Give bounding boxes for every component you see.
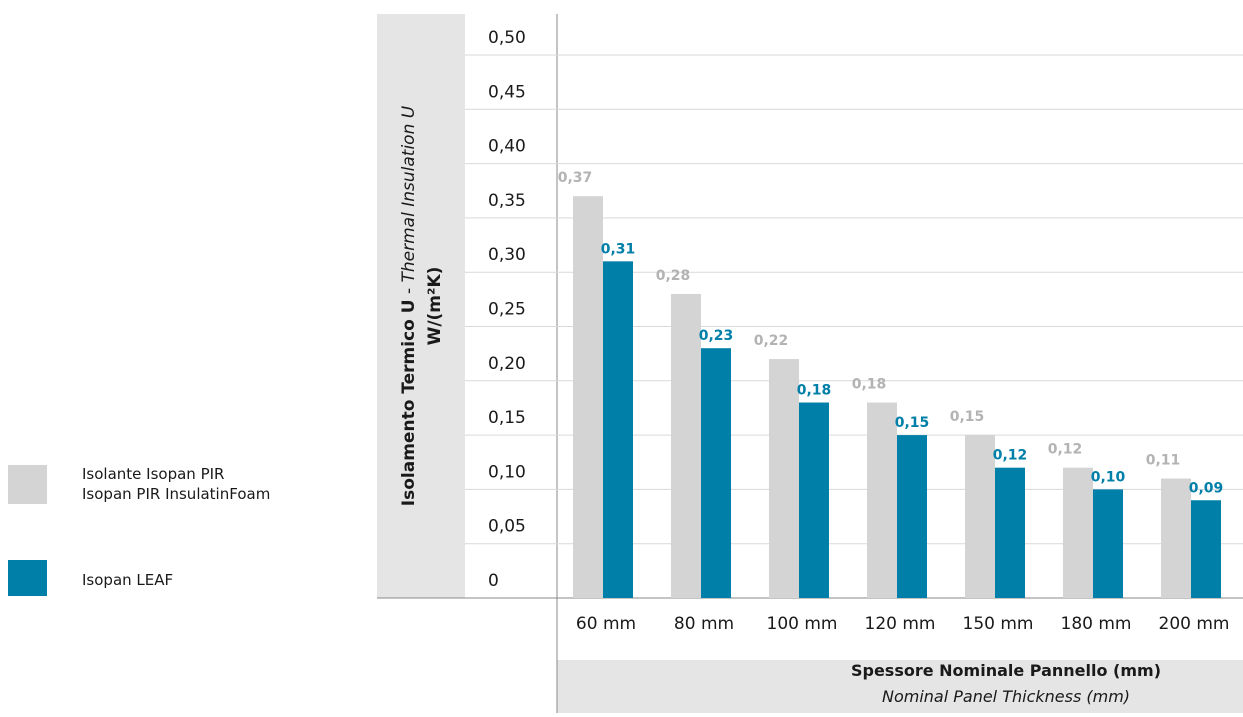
- x-tick-label: 180 mm: [1061, 614, 1132, 634]
- bar-pir: [1161, 479, 1191, 598]
- y-tick-labels: 0 0,05 0,10 0,15 0,20 0,25 0,30 0,35 0,40 0,45 0,5…: [488, 28, 526, 591]
- y-tick-label: 0,40: [488, 137, 526, 157]
- bar-pir: [1063, 468, 1093, 598]
- legend-swatch-pir: [8, 465, 47, 504]
- x-tick-label: 60 mm: [576, 614, 636, 634]
- x-tick-label: 150 mm: [963, 614, 1034, 634]
- data-label-pir: 0,11: [1146, 453, 1181, 469]
- y-axis-title-panel: [377, 14, 465, 598]
- data-label-leaf: 0,31: [601, 241, 636, 257]
- data-label-leaf: 0,12: [993, 448, 1028, 464]
- bar-leaf: [1191, 500, 1221, 598]
- bar-pir: [867, 403, 897, 598]
- bars: [573, 196, 1221, 598]
- bar-pir: [671, 294, 701, 598]
- data-label-pir: 0,28: [656, 268, 691, 284]
- y-tick-label: 0,30: [488, 245, 526, 265]
- legend-swatch-leaf: [8, 560, 47, 596]
- y-tick-label: 0,05: [488, 517, 526, 537]
- legend-label-pir-line2: Isopan PIR InsulatinFoam: [82, 484, 270, 504]
- y-tick-label: 0,50: [488, 28, 526, 48]
- x-axis-title: Spessore Nominale Pannello (mm): [851, 661, 1161, 680]
- y-axis-unit: W/(m²K): [425, 267, 445, 346]
- data-label-leaf: 0,09: [1189, 480, 1224, 496]
- data-label-pir: 0,18: [852, 377, 887, 393]
- y-tick-label: 0,20: [488, 354, 526, 374]
- y-tick-label: 0: [488, 571, 499, 591]
- y-tick-label: 0,25: [488, 300, 526, 320]
- bar-leaf: [603, 261, 633, 598]
- bar-leaf: [701, 348, 731, 598]
- bar-leaf: [897, 435, 927, 598]
- data-label-leaf: 0,18: [797, 383, 832, 399]
- data-label-leaf: 0,23: [699, 328, 734, 344]
- y-tick-label: 0,45: [488, 82, 526, 102]
- y-tick-label: 0,10: [488, 462, 526, 482]
- legend-label-pir-line1: Isolante Isopan PIR: [82, 464, 224, 484]
- x-tick-labels: 60 mm 80 mm 100 mm 120 mm 150 mm 180 mm 200 mm: [576, 614, 1230, 634]
- y-tick-label: 0,35: [488, 191, 526, 211]
- data-label-leaf: 0,15: [895, 415, 930, 431]
- x-tick-label: 100 mm: [767, 614, 838, 634]
- y-tick-label: 0,15: [488, 408, 526, 428]
- data-label-pir: 0,37: [558, 170, 593, 186]
- x-tick-label: 120 mm: [865, 614, 936, 634]
- x-axis-subtitle: Nominal Panel Thickness (mm): [882, 687, 1130, 706]
- data-label-pir: 0,15: [950, 409, 985, 425]
- data-label-pir: 0,22: [754, 333, 789, 349]
- data-label-pir: 0,12: [1048, 442, 1083, 458]
- bar-leaf: [995, 468, 1025, 598]
- bar-leaf: [799, 403, 829, 598]
- y-axis-title: Isolamento Termico U - Thermal Insulatio…: [399, 105, 419, 506]
- y-axis-title-separator: -: [399, 282, 419, 299]
- y-axis-title-italic: Thermal Insulation U: [399, 105, 419, 282]
- x-tick-label: 80 mm: [674, 614, 734, 634]
- x-tick-label: 200 mm: [1159, 614, 1230, 634]
- bar-pir: [965, 435, 995, 598]
- bar-leaf: [1093, 489, 1123, 598]
- legend-label-leaf: Isopan LEAF: [82, 570, 173, 590]
- bar-pir: [573, 196, 603, 598]
- bar-pir: [769, 359, 799, 598]
- y-axis-title-bold: Isolamento Termico U: [399, 299, 419, 506]
- data-label-leaf: 0,10: [1091, 469, 1126, 485]
